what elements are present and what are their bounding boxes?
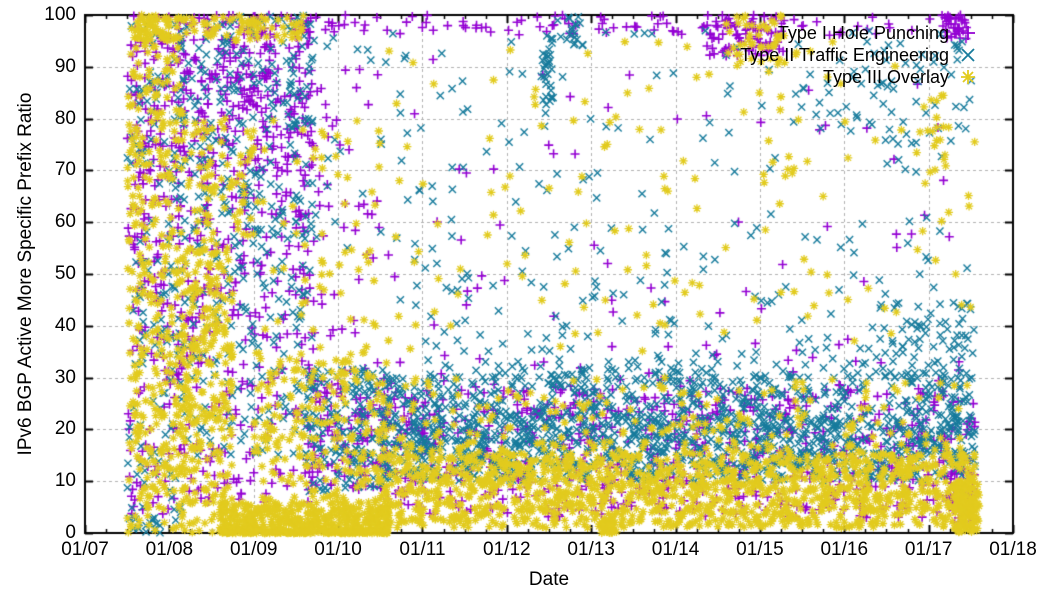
x-tick-label: 01/10 [314,539,362,560]
x-tick-label: 01/16 [820,539,869,560]
y-tick-label: 80 [54,107,76,129]
y-tick-label: 50 [54,263,76,284]
legend-entry-type1: Type I Hole Punching [560,22,984,44]
x-tick-label: 01/09 [229,539,278,560]
y-tick-label: 30 [54,366,76,388]
x-tick-label: 01/15 [736,539,784,560]
x-tick-label: 01/18 [989,539,1037,560]
y-tick-label: 60 [54,211,76,233]
legend-entry-type3: Type III Overlay [560,66,984,88]
x-axis-title: Date [528,569,570,590]
legend-entry-type2: Type II Traffic Engineering [560,44,984,66]
x-tick-label: 01/07 [61,539,109,560]
asterisk-marker-icon [961,70,975,84]
y-tick-label: 90 [54,55,76,77]
x-tick-label: 01/11 [399,539,446,560]
x-tick-label: 01/14 [651,539,700,560]
x-tick-label: 01/17 [904,539,953,560]
y-tick-label: 10 [54,470,76,492]
legend-label-type1: Type I Hole Punching [777,23,949,43]
x-tick-label: 01/12 [483,539,531,560]
x-tick-label: 01/13 [567,539,615,560]
cross-marker-icon [961,48,975,62]
legend-label-type3: Type III Overlay [822,67,949,87]
y-tick-label: 70 [54,159,76,181]
x-tick-label: 01/08 [145,539,194,560]
y-tick-label: 20 [54,418,76,440]
y-tick-label: 100 [44,4,76,25]
legend-label-type2: Type II Traffic Engineering [740,45,949,65]
y-tick-label: 40 [54,314,76,336]
y-tick-label: 0 [65,522,76,543]
plus-marker-icon [961,26,975,40]
